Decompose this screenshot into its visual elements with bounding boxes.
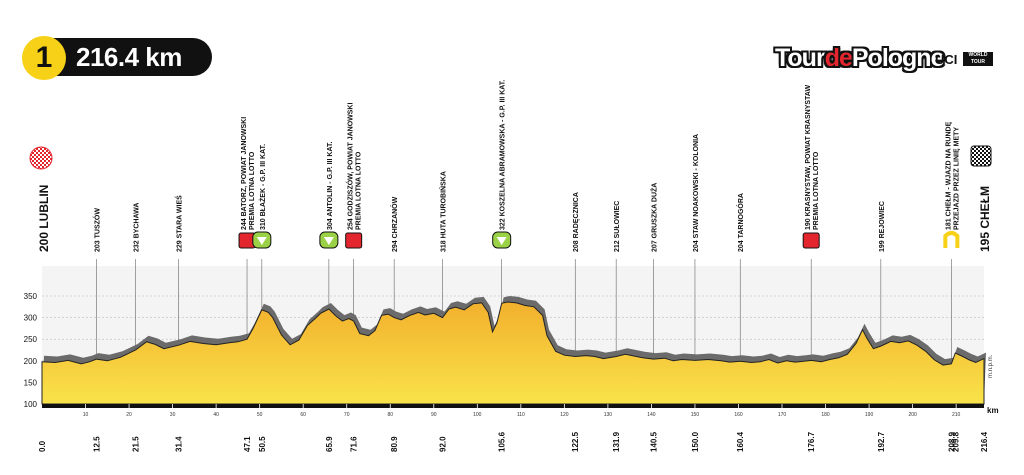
y-tick-labels: 100 150 200 250 300 350 (24, 292, 38, 409)
kom-icon-mark (323, 237, 334, 245)
waypoint-sublabel: PREMIA LOTNA LOTTO (813, 151, 820, 230)
x-tick-label: 90 (431, 412, 437, 418)
km-marker-label: 160.4 (736, 431, 745, 452)
waypoint-label: 322 KOSZELNA ABRAMOWSKA - G.P. III KAT. (500, 80, 507, 230)
y-tick-label: 200 (24, 357, 38, 366)
waypoint-label: 229 STARA WIEŚ (175, 195, 184, 252)
waypoint-label: 294 CHRZANÓW (390, 196, 399, 252)
km-marker-label: 80.9 (390, 436, 399, 452)
y-tick-label: 100 (24, 400, 38, 409)
waypoint-label: 212 SUŁOWIEC (614, 201, 621, 252)
km-marker-label: 208.9 (947, 431, 956, 452)
uci-logo: UCI (935, 52, 958, 67)
waypoint-sublabel: PREMIA LOTNA LOTTO (249, 151, 256, 230)
x-tick-label: 140 (647, 412, 656, 418)
x-tick-label: 20 (126, 412, 132, 418)
x-tick-labels: 10 20 30 40 50 60 70 80 90 100 110 120 130 140 150 160 1… (83, 404, 961, 418)
km-marker-label: 92.0 (439, 436, 448, 452)
x-tick-label: 210 (952, 412, 961, 418)
y-tick-label: 250 (24, 335, 38, 344)
x-tick-label: 170 (778, 412, 787, 418)
kom-icon-mark (496, 237, 507, 245)
waypoint-sublabel: PRZEJAZD PRZEZ LINIĘ METY (953, 127, 960, 230)
y-tick-label: 150 (24, 378, 38, 387)
km-marker-label: 31.4 (175, 436, 184, 452)
waypoint-label: 190 KRASNYSTAW, POWIAT KRASNYSTAW (805, 85, 812, 230)
x-tick-label: 130 (604, 412, 613, 418)
km-marker-label: 47.1 (243, 436, 252, 452)
x-tick-label: 50 (257, 412, 263, 418)
waypoint-label: 232 BYCHAWA (134, 203, 141, 252)
km-marker-label: 71.6 (350, 436, 359, 452)
km-marker-label: 216.4 (980, 431, 989, 452)
km-marker-label: 131.9 (612, 431, 621, 452)
waypoint-label: 204 STAW NOAKOWSKI - KOLONIA (693, 134, 700, 252)
tour-de-pologne-logo: TourdePologne UCI WORLD TOUR (775, 44, 1005, 74)
waypoint-label: 310 BŁAŻEK - G.P. III KAT. (259, 144, 267, 230)
waypoint-sublabel: PREMIA LOTNA LOTTO (356, 151, 363, 230)
waypoint-label: 208 RADĘCZNICA (573, 192, 580, 252)
waypoint-label: 199 REJOWIEC (879, 201, 886, 252)
km-marker-label: 122.5 (571, 431, 580, 452)
km-marker-labels: 0.0 12.5 21.5 31.4 47.1 50.5 65.9 71.6 80.9 92.0 1… (38, 431, 989, 452)
x-tick-label: 160 (734, 412, 743, 418)
sprint-icon (345, 232, 363, 249)
km-marker-label: 12.5 (92, 436, 101, 452)
profile-area (41, 301, 985, 405)
x-tick-label: 110 (517, 412, 525, 418)
x-tick-label: 200 (908, 412, 917, 418)
stage-number: 1 (22, 36, 66, 80)
km-marker-label: 21.5 (132, 436, 141, 452)
km-marker-label: 176.7 (807, 431, 816, 452)
x-tick-label: 10 (83, 412, 89, 418)
y-tick-label: 300 (24, 314, 38, 323)
x-tick-label: 80 (387, 412, 393, 418)
waypoint-label: 318 HUTA TUROBIŃSKA (439, 171, 448, 252)
start-label: 200 LUBLIN (37, 185, 51, 252)
waypoint-label: 203 TUSZÓW (92, 208, 101, 252)
x-tick-label: 40 (213, 412, 219, 418)
start-icon (29, 146, 53, 170)
km-marker-label: 209.8 (951, 431, 960, 452)
waypoint-label: 254 GODZISZÓW, POWIAT JANOWSKI (346, 103, 355, 230)
stage-distance: 216.4 km (48, 38, 212, 76)
km-marker-label: 65.9 (325, 436, 334, 452)
km-marker-label: 150.0 (691, 431, 700, 452)
km-marker-label: 192.7 (877, 431, 886, 452)
x-tick-label: 190 (865, 412, 874, 418)
lap-icon (943, 231, 960, 248)
x-tick-label: 70 (344, 412, 350, 418)
x-axis-unit: km (987, 406, 999, 415)
waypoint-label: 304 ANTOLIN - G.P. III KAT. (327, 142, 334, 230)
x-tick-label: 30 (170, 412, 176, 418)
finish-flag-icon (970, 145, 992, 167)
waypoint-label: 181 CHEŁM - WJAZD NA RUNDĘ (945, 121, 952, 230)
baseline-bar (42, 404, 984, 408)
sprint-icon (802, 232, 820, 249)
y-tick-label: 350 (24, 292, 38, 301)
km-marker-label: 140.5 (650, 431, 659, 452)
y-axis-unit: m.n.p.m. (988, 354, 994, 378)
x-tick-label: 120 (560, 412, 569, 418)
x-tick-label: 60 (300, 412, 306, 418)
x-tick-label: 100 (473, 412, 482, 418)
x-tick-label: 180 (821, 412, 830, 418)
logo-wordmark: TourdePologne (775, 44, 944, 72)
waypoint-label: 207 GRUSZKA DUŻA (651, 183, 659, 252)
km-marker-label: 105.6 (498, 431, 507, 452)
stage-badge: 216.4 km 1 (22, 36, 212, 80)
km-marker-label: 50.5 (258, 436, 267, 452)
x-tick-label: 150 (691, 412, 700, 418)
waypoint-label: 244 BATORZ, POWIAT JANOWSKI (241, 117, 248, 230)
worldtour-logo: WORLD TOUR (963, 52, 993, 66)
km-marker-label: 0.0 (38, 440, 47, 452)
waypoint-label: 204 TARNOGÓRA (736, 193, 745, 252)
kom-icon-mark (256, 237, 267, 245)
finish-label: 195 CHEŁM (978, 186, 992, 252)
waypoint-labels: 203 TUSZÓW 232 BYCHAWA 229 STARA WIEŚ 244 B… (92, 80, 960, 252)
